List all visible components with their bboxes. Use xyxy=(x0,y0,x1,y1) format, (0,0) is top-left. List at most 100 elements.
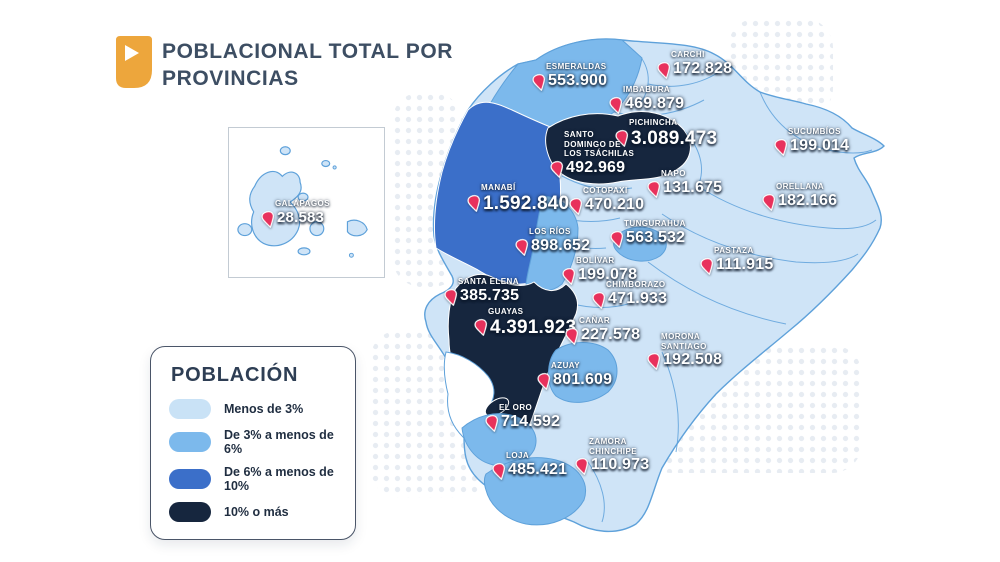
legend-label: De 6% a menos de 10% xyxy=(224,465,334,493)
province-value: 485.421 xyxy=(508,460,568,478)
province-name: AZUAY xyxy=(551,361,581,370)
province-label-canar: CAÑAR 227.578 xyxy=(565,316,641,345)
province-label-bolivar: BOLÍVAR 199.078 xyxy=(562,256,638,285)
location-pin-icon xyxy=(532,73,545,91)
province-name: GALÁPAGOS xyxy=(275,199,331,208)
legend-label: Menos de 3% xyxy=(224,402,304,416)
province-label-loja: LOJA 485.421 xyxy=(492,451,568,480)
location-pin-icon xyxy=(492,462,505,480)
province-value: 131.675 xyxy=(663,178,723,196)
location-pin-icon xyxy=(647,180,660,198)
location-pin-icon xyxy=(610,230,623,248)
province-name: EL ORO xyxy=(499,403,533,412)
province-name: COTOPAXI xyxy=(583,186,628,195)
province-name: TUNGURAHUA xyxy=(624,219,686,228)
location-pin-icon xyxy=(609,96,622,114)
galapagos-islands-map xyxy=(237,146,368,258)
legend-swatch-navy xyxy=(169,502,211,522)
legend-label: 10% o más xyxy=(224,505,289,519)
province-value: 192.508 xyxy=(663,351,723,369)
location-pin-icon xyxy=(444,288,457,306)
legend-item-1: De 3% a menos de 6% xyxy=(169,428,337,456)
province-value: 469.879 xyxy=(625,94,685,112)
province-value: 4.391.923 xyxy=(490,316,577,338)
province-name: LOJA xyxy=(506,451,530,460)
province-name: GUAYAS xyxy=(488,307,524,316)
province-name: ESMERALDAS xyxy=(546,62,607,71)
province-value: 563.532 xyxy=(626,228,686,246)
province-value: 898.652 xyxy=(531,236,591,254)
province-label-pastaza: PASTAZA 111.915 xyxy=(700,246,774,275)
province-shape-pichincha xyxy=(545,111,691,185)
location-pin-icon xyxy=(615,129,628,147)
province-name: MORONA SANTIAGO xyxy=(661,332,707,351)
province-label-manabi: MANABÍ 1.592.840 xyxy=(467,183,570,214)
province-shape-el-oro xyxy=(461,413,537,467)
province-value: 111.915 xyxy=(716,255,774,273)
location-pin-icon xyxy=(562,267,575,285)
province-label-cotopaxi: COTOPAXI 470.210 xyxy=(569,186,645,215)
location-pin-icon xyxy=(474,318,487,336)
province-value: 182.166 xyxy=(778,191,838,209)
province-name: CHIMBORAZO xyxy=(606,280,666,289)
province-name: CARCHI xyxy=(671,50,705,59)
shield-play-icon xyxy=(116,36,152,88)
legend-item-3: 10% o más xyxy=(169,502,337,522)
province-label-morona-santiago: MORONA SANTIAGO 192.508 xyxy=(647,332,723,371)
province-label-el-oro: EL ORO 714.592 xyxy=(485,403,561,432)
legend-title: POBLACIÓN xyxy=(171,364,299,386)
page-title-line2: PROVINCIAS xyxy=(162,67,299,91)
province-value: 1.592.840 xyxy=(483,192,570,214)
puna-island xyxy=(484,397,510,417)
location-pin-icon xyxy=(569,197,582,215)
province-name: SANTO DOMINGO DE LOS TSÁCHILAS xyxy=(564,130,635,159)
location-pin-icon xyxy=(762,193,775,211)
province-shape-azuay xyxy=(548,342,618,403)
province-name: IMBABURA xyxy=(623,85,671,94)
province-value: 28.583 xyxy=(277,208,325,226)
province-label-los-rios: LOS RÍOS 898.652 xyxy=(515,227,591,256)
province-name: PASTAZA xyxy=(714,246,754,255)
location-pin-icon xyxy=(657,61,670,79)
page-title: POBLACIONAL TOTAL POR PROVINCIAS xyxy=(162,38,453,93)
province-label-santa-elena: SANTA ELENA 385.735 xyxy=(444,277,520,306)
province-label-zamora-chinchipe: ZAMORA CHINCHIPE 110.973 xyxy=(575,437,650,476)
province-label-imbabura: IMBABURA 469.879 xyxy=(609,85,685,114)
province-name: CAÑAR xyxy=(579,316,611,325)
province-name: SANTA ELENA xyxy=(458,277,519,286)
province-value: 227.578 xyxy=(581,325,641,343)
province-value: 110.973 xyxy=(591,456,650,474)
page-title-line1: POBLACIONAL TOTAL POR xyxy=(162,40,454,63)
province-value: 471.933 xyxy=(608,289,668,307)
galapagos-inset-box xyxy=(228,127,385,278)
province-value: 470.210 xyxy=(585,195,645,213)
province-label-orellana: ORELLANA 182.166 xyxy=(762,182,838,211)
province-label-esmeraldas: ESMERALDAS 553.900 xyxy=(532,62,608,91)
province-value: 553.900 xyxy=(548,71,608,89)
location-pin-icon xyxy=(550,160,563,179)
province-label-azuay: AZUAY 801.609 xyxy=(537,361,613,390)
province-value: 385.735 xyxy=(460,286,520,304)
province-shape-tungurahua xyxy=(613,226,667,262)
header: POBLACIONAL TOTAL POR PROVINCIAS xyxy=(112,36,453,93)
province-label-guayas: GUAYAS 4.391.923 xyxy=(474,307,577,338)
province-label-santo-domingo-de-los-tsachilas: SANTO DOMINGO DE LOS TSÁCHILAS 492.969 xyxy=(550,130,635,179)
province-name: LOS RÍOS xyxy=(529,227,571,236)
province-value: 199.014 xyxy=(790,136,850,154)
province-name: ZAMORA CHINCHIPE xyxy=(589,437,638,456)
province-value: 3.089.473 xyxy=(631,127,718,149)
location-pin-icon xyxy=(261,210,274,228)
province-name: ORELLANA xyxy=(776,182,825,191)
province-label-chimborazo: CHIMBORAZO 471.933 xyxy=(592,280,668,309)
province-value: 714.592 xyxy=(501,412,561,430)
province-label-napo: NAPO 131.675 xyxy=(647,169,723,198)
legend-label: De 3% a menos de 6% xyxy=(224,428,334,456)
province-label-pichincha: PICHINCHA 3.089.473 xyxy=(615,118,718,149)
location-pin-icon xyxy=(515,238,528,256)
province-value: 801.609 xyxy=(553,370,613,388)
province-value: 199.078 xyxy=(578,265,638,283)
legend-box: POBLACIÓN Menos de 3% De 3% a menos de 6… xyxy=(150,346,356,540)
legend-item-2: De 6% a menos de 10% xyxy=(169,465,337,493)
